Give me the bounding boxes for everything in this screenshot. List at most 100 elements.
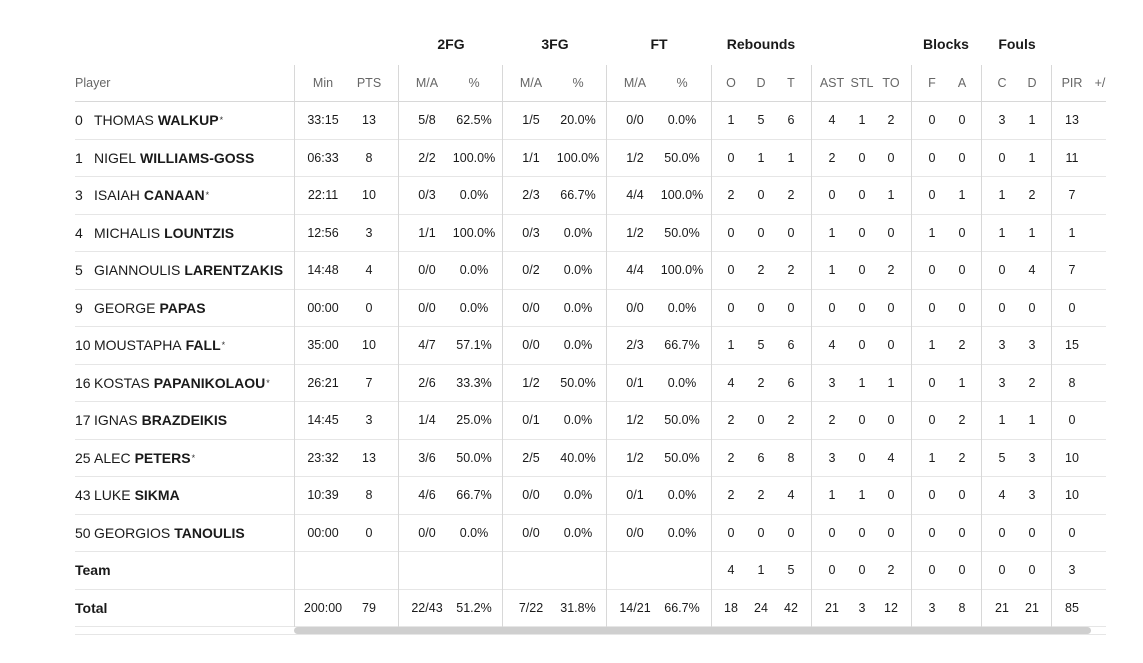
column-header[interactable]: STL (850, 76, 874, 90)
stat-cell: 0 (928, 150, 936, 165)
player-name[interactable]: 4 MICHALIS LOUNTZIS (75, 215, 235, 252)
stat-cell: 100.0% (660, 263, 704, 278)
stat-cell: 3 (998, 338, 1006, 353)
column-header[interactable]: PIR (1061, 76, 1083, 90)
player-name[interactable]: 10 MOUSTAPHA FALL * (75, 327, 225, 364)
group-header-2fg: 2FG (437, 36, 465, 52)
stat-cell: 0 (1028, 525, 1036, 540)
column-header[interactable]: T (787, 76, 795, 90)
stat-cell: 0 (1068, 525, 1076, 540)
column-header[interactable]: PTS (356, 76, 382, 90)
player-last-name: CANAAN (143, 187, 205, 204)
player-name[interactable]: 17 IGNAS BRAZDEIKIS (75, 402, 228, 439)
column-header[interactable]: M/A (519, 76, 543, 90)
stat-cell: 1 (1068, 225, 1076, 240)
stat-cell: 1 (757, 563, 765, 578)
column-header[interactable]: C (997, 76, 1007, 90)
player-name[interactable]: 43 LUKE SIKMA (75, 477, 181, 514)
column-header[interactable]: D (1027, 76, 1037, 90)
player-number: 5 (75, 262, 83, 279)
stat-cell: 1 (1028, 413, 1036, 428)
stat-cell: 3 (828, 375, 836, 390)
player-last-name: PAPANIKOLAOU (153, 374, 266, 391)
column-header[interactable]: % (468, 76, 480, 90)
group-header-spacer (75, 0, 294, 65)
stat-cell: 1 (998, 413, 1006, 428)
stat-cell: 4 (727, 563, 735, 578)
column-divider (502, 65, 503, 627)
player-name[interactable]: 5 GIANNOULIS LARENTZAKIS (75, 252, 284, 289)
stat-cell: 0 (928, 563, 936, 578)
player-row: 50 GEORGIOS TANOULIS (75, 515, 294, 552)
player-column-header[interactable]: Player (75, 76, 111, 90)
stat-cell: 0 (1068, 300, 1076, 315)
column-header[interactable]: +/ (1094, 76, 1106, 90)
stats-scroll-area[interactable]: 2FG 3FG FT Rebounds Blocks Fouls Min PTS M/A% M/A… (294, 0, 1106, 663)
stat-cell: 6 (787, 113, 795, 128)
column-header[interactable]: TO (882, 76, 900, 90)
stat-cell: 2 (757, 488, 765, 503)
stat-cell: 4 (1028, 263, 1036, 278)
stat-cell: 0/0 (418, 300, 436, 315)
stat-cell: 1 (1028, 113, 1036, 128)
stat-cell: 10 (362, 338, 376, 353)
player-number: 17 (75, 412, 91, 429)
stat-cell: 0.0% (563, 488, 593, 503)
stat-cell: 6 (787, 375, 795, 390)
stat-cell: 4 (828, 113, 836, 128)
stat-cell: 51.2% (456, 600, 492, 615)
stat-cell: 0 (887, 300, 895, 315)
player-stats-row: 00:00 0 0/0 0.0% 0/0 0.0% 0/0 0.0% 0 0 0 0 0 0 0 0 0 0 0 (294, 290, 1106, 327)
stat-cell: 6 (787, 338, 795, 353)
stat-cell: 0 (787, 525, 795, 540)
horizontal-scrollbar[interactable] (294, 627, 1091, 634)
column-header[interactable]: O (726, 76, 736, 90)
player-name[interactable]: 9 GEORGE PAPAS (75, 290, 207, 327)
stat-cell: 2/6 (418, 375, 436, 390)
column-divider (398, 65, 399, 627)
column-header[interactable]: F (928, 76, 936, 90)
column-header[interactable]: A (957, 76, 967, 90)
player-last-name: PAPAS (159, 299, 206, 316)
group-header-row: 2FG 3FG FT Rebounds Blocks Fouls (294, 0, 1106, 65)
player-name[interactable]: 25 ALEC PETERS * (75, 440, 195, 477)
player-name[interactable]: 0 THOMAS WALKUP * (75, 102, 223, 139)
stat-cell: 10 (1065, 488, 1079, 503)
player-number: 16 (75, 374, 91, 391)
stat-cell: 3 (998, 113, 1006, 128)
column-header[interactable]: AST (819, 76, 845, 90)
stat-cell: 0 (1028, 300, 1036, 315)
stat-cell: 66.7% (664, 600, 700, 615)
column-header[interactable]: % (676, 76, 688, 90)
stat-cell: 0 (727, 263, 735, 278)
player-number: 9 (75, 299, 83, 316)
stat-cell: 3 (928, 600, 936, 615)
stat-cell: 3/6 (418, 450, 436, 465)
stat-cell: 66.7% (560, 188, 596, 203)
stat-cell: 4 (998, 488, 1006, 503)
stat-cell: 1 (858, 488, 866, 503)
group-header-ft: FT (650, 36, 668, 52)
stat-cell: 1/1 (522, 150, 540, 165)
player-first-name: MICHALIS (94, 224, 161, 241)
stat-cell: 0.0% (563, 225, 593, 240)
stat-cell: 0 (928, 488, 936, 503)
column-header[interactable]: M/A (623, 76, 647, 90)
column-header[interactable]: Min (312, 76, 334, 90)
player-name[interactable]: 16 KOSTAS PAPANIKOLAOU * (75, 365, 270, 402)
player-name[interactable]: 3 ISAIAH CANAAN * (75, 177, 209, 214)
stat-cell: 0 (928, 525, 936, 540)
player-name[interactable]: 50 GEORGIOS TANOULIS (75, 515, 246, 552)
column-header-row: Min PTS M/A% M/A% M/A% O D T AST STL TO F A C D PIR +/ (294, 65, 1106, 102)
column-header[interactable]: D (756, 76, 766, 90)
column-header[interactable]: M/A (415, 76, 439, 90)
player-row: 10 MOUSTAPHA FALL * (75, 327, 294, 365)
player-last-name: WALKUP (157, 112, 219, 129)
stat-cell: 0.0% (667, 375, 697, 390)
player-name[interactable]: 1 NIGEL WILLIAMS-GOSS (75, 140, 255, 177)
stat-cell: 1 (1028, 150, 1036, 165)
stat-cell: 0 (858, 150, 866, 165)
column-header[interactable]: % (572, 76, 584, 90)
stat-cell: 0.0% (667, 525, 697, 540)
stat-cell: 0.0% (667, 300, 697, 315)
